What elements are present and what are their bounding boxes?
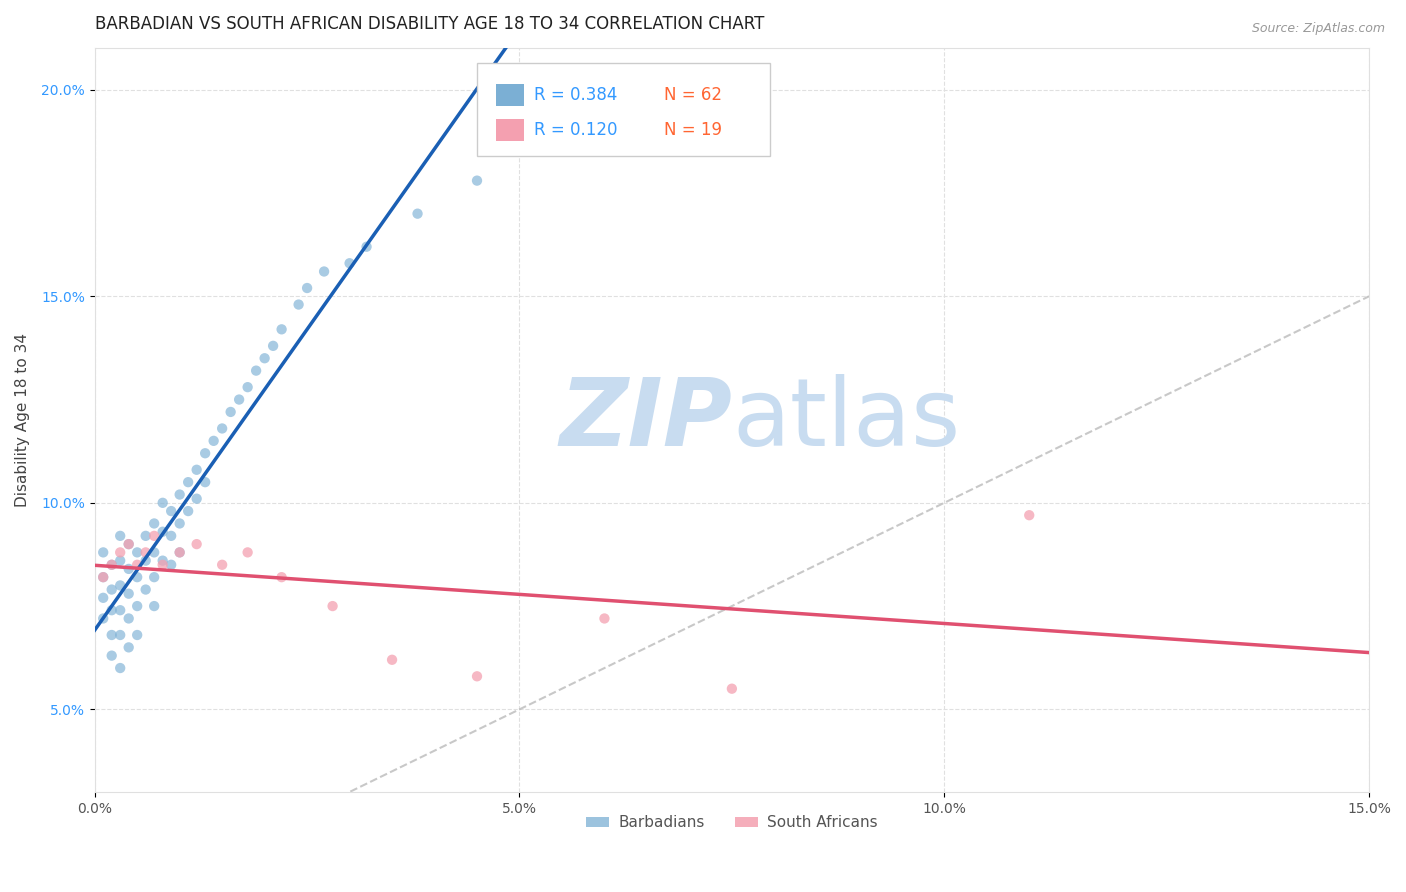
Point [135,529,157,543]
Point [143,516,166,531]
Point [236,380,259,394]
Point [169,545,191,559]
Point [135,545,157,559]
FancyBboxPatch shape [496,84,524,106]
Point [118,587,141,601]
Point [91,570,114,584]
Point [245,364,267,378]
Point [169,516,191,531]
FancyBboxPatch shape [496,119,524,142]
Point [100,558,122,572]
Point [177,504,200,518]
Point [100,628,122,642]
Point [211,421,233,435]
Point [253,351,276,366]
Point [177,475,200,490]
Point [91,611,114,625]
Legend: Barbadians, South Africans: Barbadians, South Africans [579,809,884,837]
Point [262,339,284,353]
Point [160,558,183,572]
Point [169,545,191,559]
Point [127,599,149,613]
Point [100,558,122,572]
Text: R = 0.384: R = 0.384 [534,87,617,104]
Point [135,582,157,597]
Point [118,640,141,655]
Point [236,545,259,559]
Point [721,681,744,696]
Point [127,545,149,559]
Point [465,173,488,187]
Point [1018,508,1040,523]
Point [118,611,141,625]
Point [314,264,336,278]
Point [118,562,141,576]
Point [91,545,114,559]
Point [100,582,122,597]
Text: N = 62: N = 62 [665,87,723,104]
Point [186,491,208,506]
Y-axis label: Disability Age 18 to 34: Disability Age 18 to 34 [15,334,30,508]
Point [143,545,166,559]
Point [186,537,208,551]
Point [270,570,292,584]
Point [465,669,488,683]
Text: BARBADIAN VS SOUTH AFRICAN DISABILITY AGE 18 TO 34 CORRELATION CHART: BARBADIAN VS SOUTH AFRICAN DISABILITY AG… [94,15,763,33]
Point [381,653,404,667]
Point [270,322,292,336]
Point [143,599,166,613]
Point [127,628,149,642]
Point [160,529,183,543]
Point [228,392,250,407]
Point [127,558,149,572]
Point [194,446,217,460]
Point [108,578,131,592]
Point [118,537,141,551]
Text: N = 19: N = 19 [665,121,723,139]
Point [152,558,174,572]
FancyBboxPatch shape [477,63,770,156]
Point [135,554,157,568]
Point [160,504,183,518]
Point [100,648,122,663]
Point [100,603,122,617]
Point [287,297,309,311]
Point [406,207,429,221]
Text: ZIP: ZIP [560,375,733,467]
Point [152,496,174,510]
Point [108,545,131,559]
Point [356,240,378,254]
Point [211,558,233,572]
Text: R = 0.120: R = 0.120 [534,121,617,139]
Point [108,603,131,617]
Point [91,591,114,605]
Point [339,256,361,270]
Point [295,281,318,295]
Point [108,529,131,543]
Point [322,599,344,613]
Point [169,487,191,501]
Point [194,475,217,490]
Point [127,570,149,584]
Point [108,628,131,642]
Point [186,463,208,477]
Point [143,570,166,584]
Point [118,537,141,551]
Point [108,661,131,675]
Point [152,554,174,568]
Point [152,524,174,539]
Text: Source: ZipAtlas.com: Source: ZipAtlas.com [1251,22,1385,36]
Point [593,611,616,625]
Point [143,529,166,543]
Point [108,554,131,568]
Text: atlas: atlas [733,375,960,467]
Point [219,405,242,419]
Point [91,570,114,584]
Point [202,434,225,448]
